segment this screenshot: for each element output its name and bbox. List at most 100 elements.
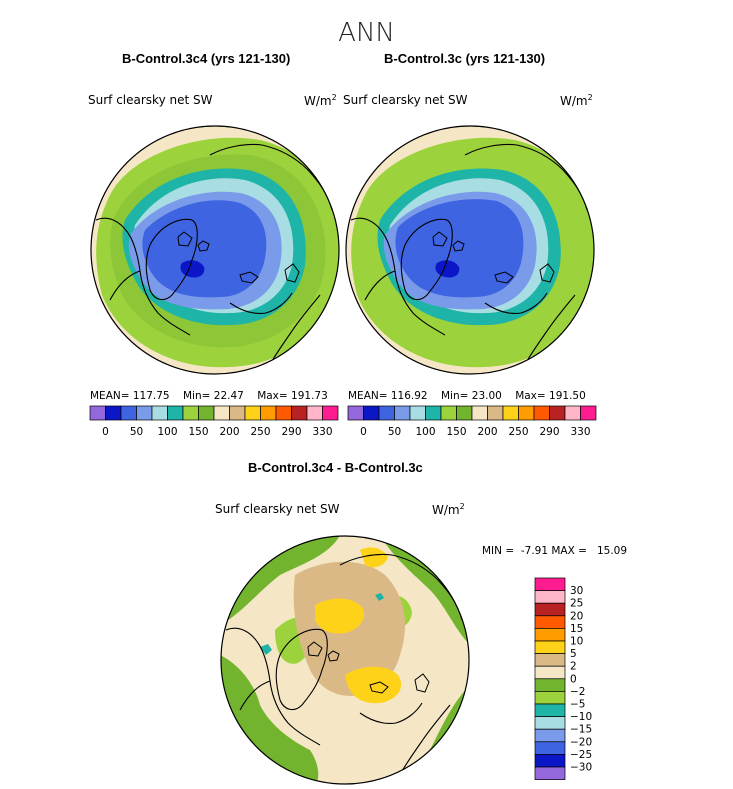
left-colorbar-swatch [136, 405, 153, 421]
right-colorbar-tick-label: 200 [477, 426, 497, 438]
diff-colorbar-tick-label: −30 [570, 762, 592, 774]
diff-units-label: W/m2 [432, 502, 465, 517]
left-colorbar-swatch [182, 405, 199, 421]
left-colorbar-tick-label: 100 [157, 426, 177, 438]
right-colorbar-swatch [580, 405, 597, 421]
right-colorbar-swatch [487, 405, 504, 421]
left-colorbar-swatch [198, 405, 215, 421]
right-colorbar-swatch [425, 405, 442, 421]
diff-panel-title: B-Control.3c4 - B-Control.3c [248, 460, 423, 475]
right-colorbar-swatch [378, 405, 395, 421]
right-colorbar-swatch [394, 405, 411, 421]
left-coast-greenland [145, 218, 198, 301]
diff-min-max: MIN = -7.91 MAX = 15.09 [482, 545, 628, 557]
right-colorbar-swatch [456, 405, 473, 421]
right-colorbar-tick-label: 0 [360, 426, 367, 438]
left-colorbar-swatch [213, 405, 230, 421]
left-units-label: W/m2 [304, 93, 337, 108]
diff-colorbar-tick-label: −15 [570, 724, 592, 736]
left-colorbar-swatch [291, 405, 308, 421]
diff-colorbar-swatch [534, 766, 566, 780]
right-colorbar-swatch [471, 405, 488, 421]
diff-colorbar-swatch [534, 741, 566, 755]
diff-colorbar-tick-label: −20 [570, 736, 592, 748]
right-colorbar-swatch [549, 405, 566, 421]
left-panel-title: B-Control.3c4 (yrs 121-130) [122, 51, 291, 66]
left-colorbar-swatch [229, 405, 246, 421]
left-colorbar-tick-label: 50 [130, 426, 143, 438]
diff-colorbar-tick-label: 20 [570, 610, 583, 622]
diff-field-pos5-b [345, 666, 402, 704]
diff-colorbar-swatch [534, 628, 566, 642]
diff-colorbar-swatch [534, 703, 566, 717]
diff-colorbar-tick-label: 25 [570, 598, 583, 610]
left-colorbar-swatch [275, 405, 292, 421]
left-field-50 [142, 200, 267, 298]
diff-colorbar-tick-label: 2 [570, 661, 577, 673]
diff-polar-map [220, 535, 470, 785]
diff-colorbar-swatch [534, 615, 566, 629]
diff-colorbar-swatch [534, 665, 566, 680]
right-coast-greenland [400, 218, 453, 301]
diff-colorbar-tick-label: −2 [570, 686, 585, 698]
diff-map-border [220, 535, 470, 785]
right-colorbar-tick-label: 290 [539, 426, 559, 438]
left-colorbar-swatch [244, 405, 261, 421]
left-colorbar-swatch [89, 405, 106, 421]
diff-colorbar-tick-label: 30 [570, 585, 583, 597]
diff-colorbar-swatch [534, 691, 566, 705]
page-title: ANN [338, 18, 395, 48]
right-colorbar-tick-label: 250 [508, 426, 528, 438]
right-colorbar-tick-label: 330 [570, 426, 590, 438]
right-field-50 [395, 199, 524, 298]
right-colorbar-tick-label: 100 [415, 426, 435, 438]
left-stats: MEAN= 117.75 Min= 22.47 Max= 191.73 [90, 390, 328, 402]
left-colorbar-swatch [151, 405, 168, 421]
left-colorbar-tick-label: 150 [188, 426, 208, 438]
left-colorbar-tick-label: 250 [250, 426, 270, 438]
right-colorbar-swatch [409, 405, 426, 421]
diff-colorbar-swatch [534, 602, 566, 617]
diff-colorbar-swatch [534, 577, 566, 591]
left-colorbar-tick-label: 330 [312, 426, 332, 438]
diff-colorbar-swatch [534, 728, 566, 743]
left-polar-map [90, 125, 340, 375]
right-stats: MEAN= 116.92 Min= 23.00 Max= 191.50 [348, 390, 586, 402]
diff-colorbar-tick-label: −25 [570, 749, 592, 761]
right-colorbar-swatch [518, 405, 535, 421]
right-colorbar-swatch [363, 405, 380, 421]
diff-colorbar-tick-label: 15 [570, 623, 583, 635]
diff-colorbar-swatch [534, 640, 566, 654]
right-colorbar-swatch [502, 405, 519, 421]
right-polar-map [345, 125, 595, 375]
left-colorbar-tick-label: 0 [102, 426, 109, 438]
left-colorbar-tick-label: 200 [219, 426, 239, 438]
diff-colorbar-tick-label: 5 [570, 648, 577, 660]
diff-colorbar-swatch [534, 678, 566, 692]
diff-field-pos5-a [315, 598, 365, 634]
right-colorbar-tick-label: 50 [388, 426, 401, 438]
right-colorbar: 0 50 100 150 200 250 290 330 [347, 405, 597, 438]
right-colorbar-swatch [347, 405, 364, 421]
right-colorbar-tick-label: 150 [446, 426, 466, 438]
right-variable-label: Surf clearsky net SW [343, 93, 468, 107]
left-colorbar-swatch [260, 405, 277, 421]
right-colorbar-swatch [564, 405, 581, 421]
diff-variable-label: Surf clearsky net SW [215, 502, 340, 516]
diff-colorbar-tick-label: −10 [570, 711, 592, 723]
right-colorbar-swatch [533, 405, 550, 421]
diff-coast-americas [225, 627, 321, 746]
left-colorbar-swatch [322, 405, 339, 421]
left-colorbar: 0 50 100 150 200 250 290 330 [89, 405, 339, 438]
left-coast-americas [95, 217, 191, 336]
left-variable-label: Surf clearsky net SW [88, 93, 213, 107]
left-colorbar-swatch [167, 405, 184, 421]
left-colorbar-tick-label: 290 [281, 426, 301, 438]
diff-colorbar-swatch [534, 716, 566, 730]
left-map-border [90, 125, 340, 375]
diff-colorbar-swatch [534, 754, 566, 768]
diff-field-pos5-c [360, 547, 388, 568]
diff-colorbar-tick-label: −5 [570, 699, 585, 711]
diff-coast-greenland [275, 628, 328, 711]
